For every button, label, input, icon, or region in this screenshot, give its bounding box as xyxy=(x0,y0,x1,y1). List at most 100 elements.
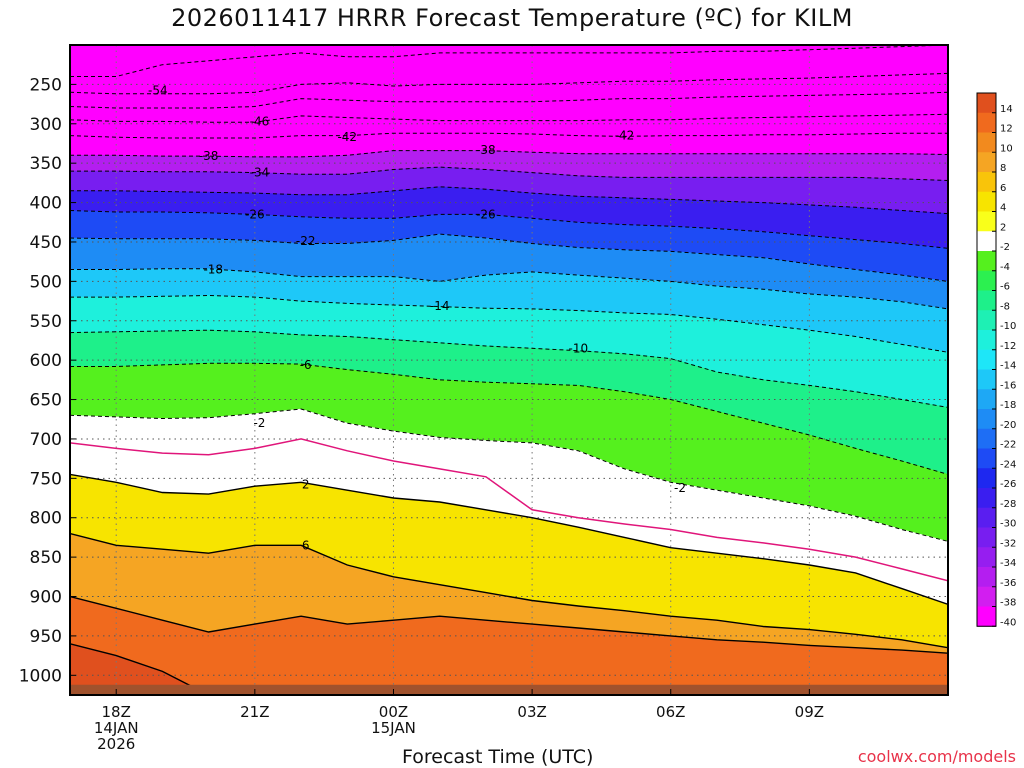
contour-label: -18 xyxy=(203,263,223,277)
contour-label: -46 xyxy=(250,114,270,128)
y-tick-label: 1000 xyxy=(19,666,62,686)
ground-layer xyxy=(70,684,948,695)
x-tick-label: 2026 xyxy=(97,735,135,753)
colorbar-segment xyxy=(977,586,996,607)
x-tick-label: 18Z xyxy=(102,703,131,721)
gridlines xyxy=(70,45,948,695)
colorbar-segment xyxy=(977,468,996,489)
colorbar-segment xyxy=(977,330,996,351)
colorbar-segment xyxy=(977,93,996,114)
contour-label: -42 xyxy=(337,130,357,144)
colorbar-segment xyxy=(977,152,996,173)
isotherm-lines xyxy=(70,45,948,695)
contour-labels: -54-46-42 -42-38 -38-34-26 -26-22-18-14-10-… xyxy=(148,84,686,553)
colorbar-segment xyxy=(977,132,996,153)
x-tick-label: 15JAN xyxy=(371,719,416,737)
contour-label: 6 xyxy=(302,538,310,552)
colorbar-segment xyxy=(977,507,996,528)
contour-label: -14 xyxy=(430,299,450,313)
colorbar-label: -8 xyxy=(1000,301,1010,312)
colorbar-label: -6 xyxy=(1000,282,1010,293)
contour-label: -6 xyxy=(300,358,312,372)
colorbar-label: -16 xyxy=(1000,380,1016,391)
contour-label: -10 xyxy=(569,341,589,355)
colorbar-label: -18 xyxy=(1000,400,1016,411)
y-tick-label: 600 xyxy=(30,351,62,371)
colorbar-segment xyxy=(977,270,996,291)
colorbar-segment xyxy=(977,448,996,469)
colorbar-segment xyxy=(977,606,996,627)
y-tick-label: 800 xyxy=(30,509,62,529)
colorbar-label: -22 xyxy=(1000,440,1016,451)
temperature-fill-layer xyxy=(70,45,948,695)
y-axis: 250 300 350 400 450 500 550 600 650 700 750 800 850 9… xyxy=(19,75,76,686)
contour-label: -22 xyxy=(296,234,316,248)
colorbar-label: -2 xyxy=(1000,242,1010,253)
colorbar-segment xyxy=(977,211,996,232)
contour-label: -2 xyxy=(674,481,686,495)
colorbar-label: -20 xyxy=(1000,420,1016,431)
colorbar-label: 4 xyxy=(1000,203,1006,214)
x-tick-label: 21Z xyxy=(240,703,269,721)
isotherm--2 xyxy=(70,408,948,542)
x-tick-label: 00Z xyxy=(379,703,408,721)
colorbar-label: 2 xyxy=(1000,222,1006,233)
x-tick-label: 06Z xyxy=(656,703,685,721)
isotherm-2 xyxy=(70,473,948,606)
colorbar-segment xyxy=(977,369,996,390)
y-tick-label: 350 xyxy=(30,154,62,174)
colorbar-label: -14 xyxy=(1000,361,1016,372)
y-tick-label: 500 xyxy=(30,272,62,292)
colorbar-segment xyxy=(977,172,996,193)
y-tick-label: 450 xyxy=(30,233,62,253)
colorbar-label: -34 xyxy=(1000,558,1016,569)
contour-label: -38 xyxy=(476,143,496,157)
y-tick-label: 300 xyxy=(30,115,62,135)
colorbar-label: -12 xyxy=(1000,341,1016,352)
colorbar-segment xyxy=(977,488,996,509)
ground-fill xyxy=(70,684,948,695)
colorbar-segment xyxy=(977,310,996,331)
contour-label: -26 xyxy=(476,207,496,221)
colorbar-label: 14 xyxy=(1000,104,1013,115)
x-tick-label: 03Z xyxy=(517,703,546,721)
isotherm-10 xyxy=(70,595,948,654)
colorbar-segment xyxy=(977,527,996,548)
colorbar-label: -26 xyxy=(1000,479,1016,490)
colorbar-frame xyxy=(976,92,997,627)
contour-label: -26 xyxy=(245,207,265,221)
y-tick-label: 750 xyxy=(30,469,62,489)
colorbar-segment xyxy=(977,231,996,252)
isotherm-6 xyxy=(70,532,948,649)
contour-label: -38 xyxy=(199,149,219,163)
colorbar-label: -30 xyxy=(1000,519,1016,530)
y-tick-label: 550 xyxy=(30,312,62,332)
colorbar-segment xyxy=(977,409,996,430)
isotherm--42 xyxy=(70,132,948,139)
plot-frame xyxy=(69,44,949,696)
y-tick-label: 850 xyxy=(30,548,62,568)
colorbar: 14 12 10 8 6 4 2 -2 -4 -6 -8 -10 -12 -14 -16 -18 -20 -22 -… xyxy=(976,92,1016,628)
colorbar-segment xyxy=(977,191,996,212)
y-tick-label: 900 xyxy=(30,588,62,608)
y-tick-label: 400 xyxy=(30,194,62,214)
contour-label: -2 xyxy=(253,416,265,430)
isotherm--58 xyxy=(70,45,948,77)
y-tick-label: 250 xyxy=(30,75,62,95)
contour-label: -42 xyxy=(615,129,635,143)
colorbar-label: 6 xyxy=(1000,183,1006,194)
isotherm-0 xyxy=(70,438,948,582)
contour-label: 2 xyxy=(302,478,310,492)
colorbar-segment xyxy=(977,349,996,370)
colorbar-label: -28 xyxy=(1000,499,1016,510)
colorbar-label: 10 xyxy=(1000,143,1013,154)
colorbar-segment xyxy=(977,112,996,133)
colorbar-segment xyxy=(977,290,996,311)
y-tick-label: 650 xyxy=(30,391,62,411)
y-tick-label: 950 xyxy=(30,627,62,647)
colorbar-segment xyxy=(977,547,996,568)
colorbar-label: 8 xyxy=(1000,163,1006,174)
credit-text: coolwx.com/models xyxy=(857,747,1016,766)
contour-label: -54 xyxy=(148,84,168,98)
x-tick-label: 14JAN xyxy=(94,719,139,737)
